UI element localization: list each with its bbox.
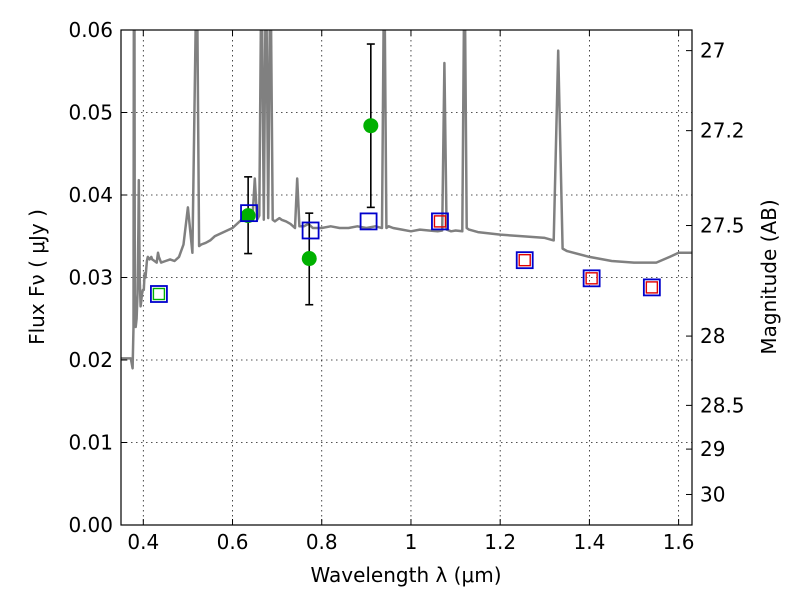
observed-point-1 [301, 251, 317, 267]
secondary-band-square-4 [645, 281, 659, 294]
model-spectrum [121, 30, 692, 370]
x-tick-label-3: 1 [405, 530, 418, 554]
x-tick-label-1: 0.6 [217, 530, 249, 554]
secondary-band-square-3 [585, 272, 598, 285]
y2-tick-label-3: 28 [700, 324, 725, 348]
y2-tick-label-0: 27 [700, 39, 725, 63]
y-tick-label-1: 0.01 [68, 431, 113, 455]
model-band-square-3 [359, 212, 378, 231]
model-band-square-4 [431, 212, 449, 231]
model-band-square-2 [301, 221, 320, 240]
y-tick-label-4: 0.04 [68, 183, 113, 207]
observed-points [240, 118, 379, 267]
y2-tick-label-5: 29 [700, 437, 725, 461]
y2-tick-label-6: 30 [700, 482, 725, 506]
y-tick-label-2: 0.02 [68, 348, 113, 372]
y-axis: 0.00 0.01 0.02 0.03 0.04 0.05 0.06 [68, 18, 127, 537]
x-tick-label-4: 1.2 [484, 530, 516, 554]
secondary-band-square-0 [152, 287, 166, 301]
y2-axis-label: Magnitude (AB) [757, 199, 781, 354]
model-band-square-5 [515, 251, 534, 270]
model-band-square-6 [582, 269, 601, 288]
model-band-markers [150, 204, 661, 303]
x-tick-label-6: 1.6 [663, 530, 695, 554]
y2-tick-label-2: 27.5 [700, 214, 745, 238]
y2-tick-label-4: 28.5 [700, 393, 745, 417]
model-spectrum-line [121, 30, 692, 370]
x-tick-label-0: 0.4 [127, 530, 159, 554]
x-axis: 0.4 0.6 0.8 1 1.2 1.4 1.6 [127, 30, 695, 554]
model-band-square-0 [150, 285, 168, 303]
secondary-band-square-1 [433, 215, 447, 228]
model-band-square-7 [642, 278, 661, 297]
model-band-square-1 [240, 204, 258, 223]
observed-point-0 [240, 208, 256, 224]
y2-tick-label-1: 27.2 [700, 119, 745, 143]
y-tick-label-6: 0.06 [68, 18, 113, 42]
x-tick-label-2: 0.8 [306, 530, 338, 554]
y-axis-label: Flux Fν ( μJy ) [25, 209, 49, 345]
x-tick-label-5: 1.4 [573, 530, 605, 554]
x-axis-label: Wavelength λ (μm) [310, 563, 501, 587]
observed-point-2 [363, 118, 379, 134]
secondary-band-square-2 [518, 253, 531, 267]
y-tick-label-0: 0.00 [68, 513, 113, 537]
y2-axis: 27 27.2 27.5 28 28.5 29 30 [686, 39, 745, 506]
y-tick-label-5: 0.05 [68, 101, 113, 125]
y-tick-label-3: 0.03 [68, 266, 113, 290]
